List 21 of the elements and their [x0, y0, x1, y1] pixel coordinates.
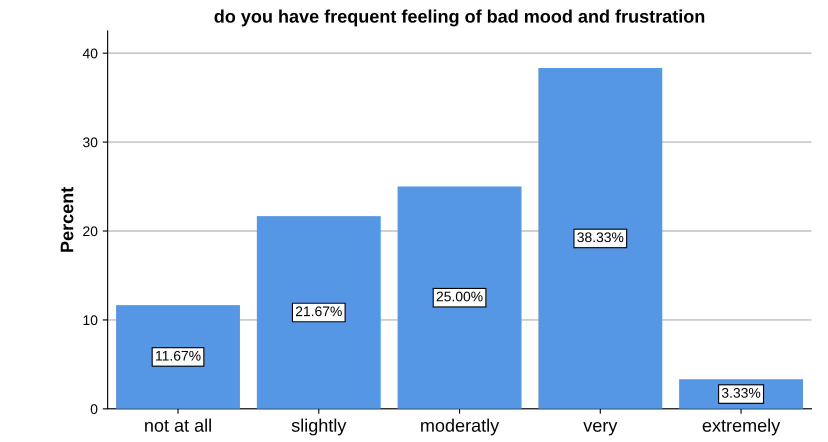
data-label: 3.33% — [722, 388, 760, 398]
y-axis-title: Percent — [60, 186, 74, 252]
y-tick-label: 20 — [83, 226, 98, 236]
bar — [256, 216, 381, 409]
y-tick-label: 30 — [83, 137, 98, 148]
y-tick-label: 0 — [90, 404, 98, 414]
x-tick-label: not at all — [145, 418, 211, 432]
bar — [116, 305, 240, 409]
chart-title: do you have frequent feeling of bad mood and frustration — [214, 10, 704, 26]
x-tick-label: very — [583, 422, 618, 436]
bar — [398, 186, 522, 409]
x-tick-label: extremely — [702, 418, 780, 436]
data-label: 25.00% — [436, 292, 483, 302]
data-label: 38.33% — [577, 232, 624, 242]
bar — [538, 68, 662, 409]
y-tick-label: 40 — [82, 48, 98, 58]
y-tick-label: 10 — [84, 315, 98, 326]
x-tick-label: moderatly — [421, 418, 500, 436]
data-label: 21.67% — [296, 306, 342, 316]
data-label: 11.67% — [156, 350, 201, 361]
x-tick-label: slightly — [292, 418, 346, 436]
